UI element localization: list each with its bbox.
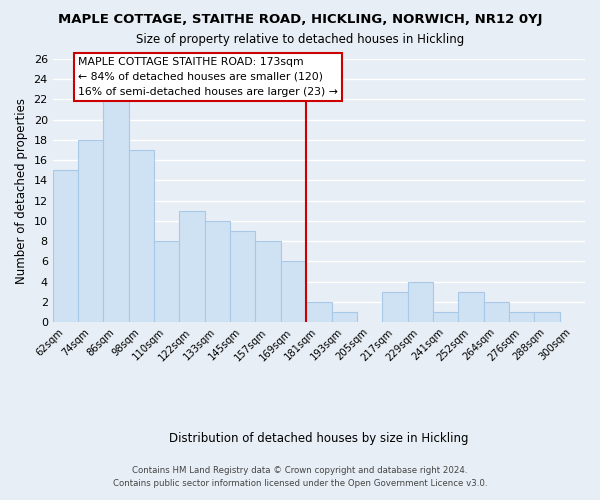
Bar bbox=[129, 150, 154, 322]
Bar bbox=[484, 302, 509, 322]
X-axis label: Distribution of detached houses by size in Hickling: Distribution of detached houses by size … bbox=[169, 432, 469, 445]
Bar bbox=[535, 312, 560, 322]
Bar bbox=[382, 292, 407, 322]
Bar bbox=[78, 140, 103, 322]
Text: MAPLE COTTAGE STAITHE ROAD: 173sqm
← 84% of detached houses are smaller (120)
16: MAPLE COTTAGE STAITHE ROAD: 173sqm ← 84%… bbox=[78, 57, 338, 96]
Bar bbox=[458, 292, 484, 322]
Bar bbox=[154, 241, 179, 322]
Bar bbox=[433, 312, 458, 322]
Text: Size of property relative to detached houses in Hickling: Size of property relative to detached ho… bbox=[136, 32, 464, 46]
Bar bbox=[407, 282, 433, 322]
Bar bbox=[256, 241, 281, 322]
Bar bbox=[53, 170, 78, 322]
Bar bbox=[306, 302, 332, 322]
Bar bbox=[509, 312, 535, 322]
Text: MAPLE COTTAGE, STAITHE ROAD, HICKLING, NORWICH, NR12 0YJ: MAPLE COTTAGE, STAITHE ROAD, HICKLING, N… bbox=[58, 12, 542, 26]
Bar bbox=[332, 312, 357, 322]
Bar bbox=[103, 100, 129, 322]
Bar bbox=[281, 262, 306, 322]
Bar bbox=[230, 231, 256, 322]
Bar bbox=[205, 221, 230, 322]
Y-axis label: Number of detached properties: Number of detached properties bbox=[15, 98, 28, 284]
Text: Contains HM Land Registry data © Crown copyright and database right 2024.
Contai: Contains HM Land Registry data © Crown c… bbox=[113, 466, 487, 487]
Bar bbox=[179, 211, 205, 322]
